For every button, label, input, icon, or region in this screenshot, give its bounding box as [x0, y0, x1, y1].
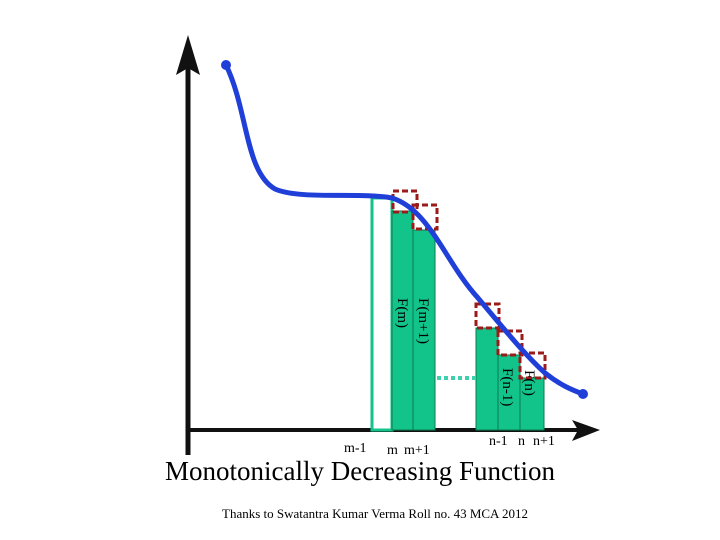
- diagram-title: Monotonically Decreasing Function: [165, 456, 555, 486]
- curve-start-point: [221, 60, 231, 70]
- error-box-n-minus-1: [496, 329, 524, 357]
- label-f-m: F(m): [394, 298, 410, 328]
- tick-m-plus-1: m+1: [404, 443, 430, 458]
- decreasing-curve: [223, 62, 586, 397]
- tick-m-minus-1: m-1: [344, 441, 367, 456]
- tick-n-minus-1: n-1: [489, 434, 508, 449]
- bar-m-minus-1-outline: [370, 196, 394, 432]
- error-box-n: [518, 351, 547, 380]
- error-box-m: [391, 189, 419, 214]
- error-box-n-minus-2: [474, 302, 501, 330]
- bar-f-m-plus-1: [412, 229, 436, 431]
- tick-n: n: [518, 434, 525, 449]
- x-axis-arrow-icon: [572, 420, 600, 441]
- y-axis-arrow-icon: [176, 35, 200, 75]
- bar-n-minus-2: [475, 327, 499, 431]
- tick-n-plus-1: n+1: [533, 434, 555, 449]
- label-f-n-minus-1: F(n-1): [499, 368, 515, 406]
- credit-line: Thanks to Swatantra Kumar Verma Roll no.…: [222, 506, 528, 521]
- tick-m: m: [387, 443, 398, 458]
- label-f-n: F(n): [521, 370, 537, 396]
- label-f-m-plus-1: F(m+1): [415, 298, 431, 344]
- error-box-m-plus-1: [411, 203, 439, 231]
- curve-end-point: [578, 389, 588, 399]
